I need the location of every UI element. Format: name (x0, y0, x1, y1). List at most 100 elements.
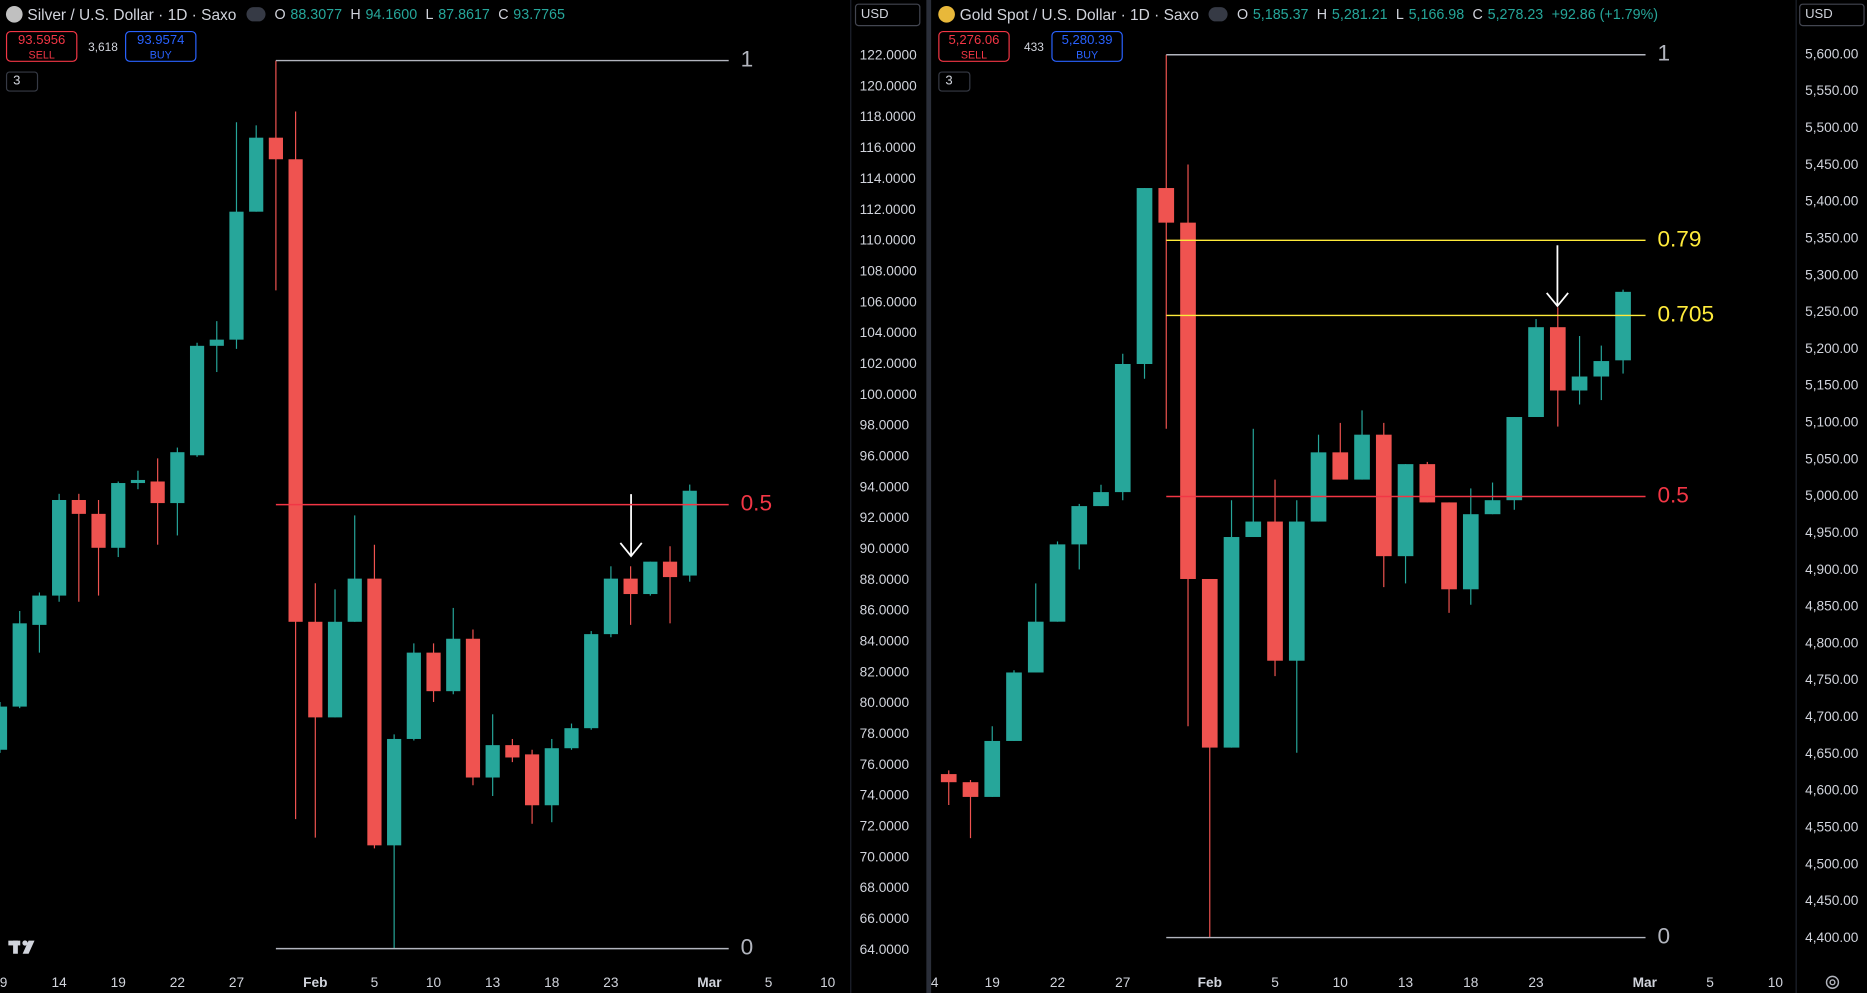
candle-body (288, 159, 303, 622)
ohlc-label: C (498, 5, 509, 23)
y-tick-label: 88.0000 (860, 572, 910, 587)
candle-body (505, 745, 520, 758)
sell-label: SELL (960, 48, 988, 61)
y-tick-label: 120.0000 (860, 78, 917, 93)
symbol-title[interactable]: Silver / U.S. Dollar · 1D · Saxo (27, 5, 237, 24)
y-tick-label: 104.0000 (860, 325, 917, 340)
candle-body (1506, 417, 1523, 501)
candle-body (1158, 188, 1175, 223)
candle-body (406, 652, 421, 739)
x-tick-label: 23 (1528, 975, 1544, 990)
ohlc-label: O (1236, 5, 1249, 23)
tradingview-logo (8, 940, 35, 954)
candle-body (1484, 500, 1501, 515)
y-tick-label: 108.0000 (860, 263, 917, 278)
candle-body (130, 479, 146, 484)
indicators-toggle[interactable]: 3 (5, 71, 39, 92)
settings-icon[interactable] (1825, 975, 1840, 989)
y-tick-label: 72.0000 (860, 818, 910, 833)
ohlc-label: L (425, 5, 434, 23)
y-tick-label: 118.0000 (860, 109, 916, 124)
y-tick-label: 98.0000 (860, 418, 910, 433)
candle-body (1397, 464, 1414, 557)
candle-body (1549, 327, 1566, 391)
sell-button[interactable]: 5,276.06 SELL (938, 30, 1010, 62)
y-tick-label: 114.0000 (860, 171, 916, 186)
sell-button[interactable]: 93.5956 SELL (5, 30, 78, 62)
symbol-icon (5, 5, 23, 23)
y-tick-label: 110.0000 (860, 233, 916, 248)
y-tick-label: 4,550.00 (1805, 819, 1859, 834)
buy-button[interactable]: 5,280.39 BUY (1051, 30, 1123, 62)
x-tick-label: 5 (765, 975, 773, 990)
symbol-legend: Gold Spot / U.S. Dollar · 1D · Saxo O 5,18… (938, 4, 1661, 25)
candle-body (71, 499, 86, 514)
symbol-icon (938, 5, 955, 23)
y-tick-label: 92.0000 (860, 510, 910, 525)
indicators-toggle[interactable]: 3 (938, 71, 971, 92)
change-value: +92.86 (+1.79%) (1551, 5, 1659, 23)
buy-label: BUY (1076, 48, 1099, 61)
y-tick-label: 5,200.00 (1805, 341, 1859, 356)
y-tick-label: 5,550.00 (1805, 83, 1859, 98)
ohlc-label: C (1472, 5, 1483, 23)
y-tick-label: 4,700.00 (1805, 709, 1859, 724)
candle-body (1571, 376, 1588, 391)
candle-body (426, 652, 441, 692)
candle-body (1615, 291, 1631, 361)
candle-body (268, 137, 283, 160)
y-tick-label: 70.0000 (860, 849, 910, 864)
candle-body (209, 339, 224, 346)
y-tick-label: 100.0000 (860, 387, 917, 402)
candle-body (308, 621, 323, 718)
y-tick-label: 4,600.00 (1805, 783, 1859, 798)
y-tick-label: 5,250.00 (1805, 304, 1859, 319)
y-tick-label: 90.0000 (860, 541, 910, 556)
y-tick-label: 5,100.00 (1805, 415, 1859, 430)
x-tick-label: Mar (697, 975, 722, 990)
y-tick-label: 66.0000 (860, 911, 910, 926)
currency-select[interactable]: USD (1799, 3, 1865, 27)
ohlc-label: H (1316, 5, 1328, 23)
sell-label: SELL (28, 48, 55, 61)
currency-label: USD (1805, 7, 1833, 22)
y-tick-label: 112.0000 (860, 202, 916, 217)
y-tick-label: 4,500.00 (1805, 856, 1859, 871)
ohlc-label: L (1395, 5, 1404, 23)
y-tick-label: 84.0000 (860, 633, 910, 648)
symbol-title[interactable]: Gold Spot / U.S. Dollar · 1D · Saxo (959, 5, 1199, 24)
candle-body (1093, 492, 1109, 507)
candle-body (12, 623, 27, 707)
candle-body (446, 638, 461, 692)
candle-body (1136, 188, 1153, 365)
y-tick-label: 82.0000 (860, 664, 910, 679)
currency-select[interactable]: USD (854, 3, 921, 27)
candle-body (1375, 434, 1392, 557)
y-tick-label: 74.0000 (860, 788, 910, 803)
candle-body (623, 578, 638, 595)
ohlc-label: O (274, 5, 286, 23)
toggle[interactable] (1208, 7, 1228, 22)
y-tick-label: 4,750.00 (1805, 672, 1859, 687)
buy-button[interactable]: 93.9574 BUY (125, 30, 197, 62)
candle-body (229, 211, 244, 340)
candle-body (465, 638, 481, 778)
x-tick-label: 10 (820, 975, 836, 990)
candle-body (662, 561, 678, 578)
candle-body (189, 345, 205, 456)
candle-body (1441, 502, 1457, 590)
pane-divider[interactable] (926, 0, 932, 993)
fib-level-label: 0.705 (1657, 301, 1714, 326)
y-tick-label: 78.0000 (860, 726, 910, 741)
spread: 433 (1023, 41, 1044, 55)
candle-body (962, 782, 979, 797)
ohlc-value: 94.1600 (365, 5, 418, 23)
toggle[interactable] (245, 7, 265, 22)
candle-body (249, 137, 264, 212)
candle-body (1049, 544, 1066, 622)
candle-body (150, 481, 165, 504)
ohlc-value: 5,166.98 (1408, 5, 1465, 23)
candle-body (32, 595, 47, 625)
symbol-legend: Silver / U.S. Dollar · 1D · Saxo O 88.3077… (5, 4, 569, 25)
y-tick-label: 76.0000 (860, 757, 910, 772)
